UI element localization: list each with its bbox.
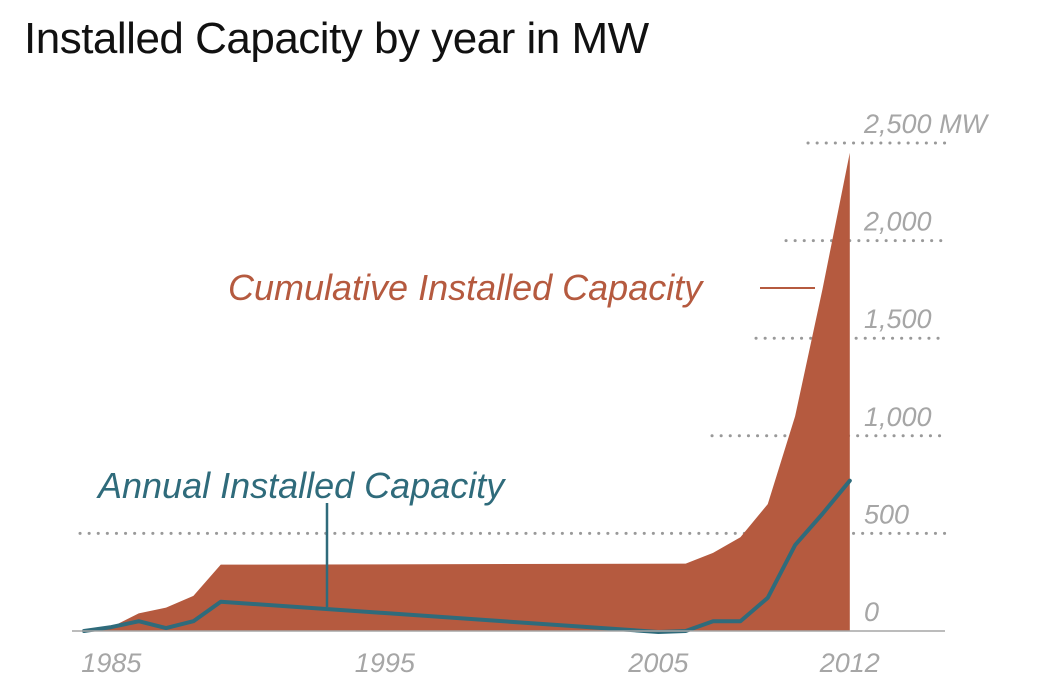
cumulative-area	[84, 152, 850, 631]
y-tick-label: 0	[864, 597, 879, 627]
cumulative-area-layer	[84, 152, 850, 631]
x-tick-label: 1995	[355, 648, 416, 678]
y-tick-label: 1,500	[864, 304, 932, 334]
chart-title: Installed Capacity by year in MW	[24, 14, 649, 63]
x-tick-label: 1985	[81, 648, 142, 678]
y-tick-label: 2,000	[863, 207, 932, 237]
y-tick-label: 1,000	[864, 402, 932, 432]
x-tick-labels: 1985 1995 2005 2012	[81, 648, 880, 678]
y-tick-label: 2,500 MW	[863, 109, 990, 139]
x-tick-label: 2005	[627, 648, 689, 678]
cumulative-annotation: Cumulative Installed Capacity	[228, 267, 704, 308]
annual-annotation: Annual Installed Capacity	[96, 465, 506, 506]
gridlines	[78, 141, 947, 535]
y-tick-labels: 0 500 1,000 1,500 2,000 2,500 MW	[863, 109, 990, 627]
y-tick-label: 500	[864, 499, 909, 529]
x-tick-label: 2012	[819, 648, 880, 678]
